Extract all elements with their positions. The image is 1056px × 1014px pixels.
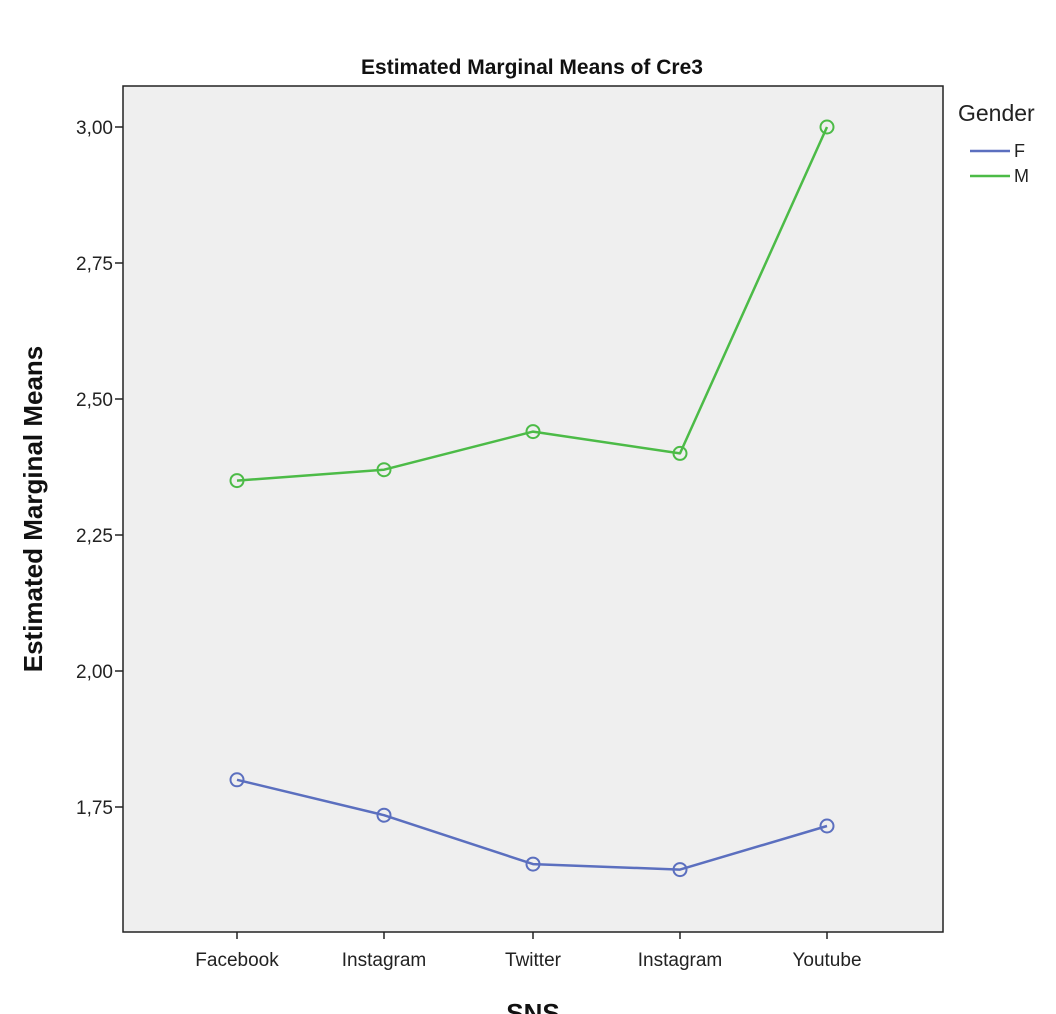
data-point [376, 807, 392, 823]
legend: Gender FM [958, 100, 1035, 186]
data-point [229, 772, 245, 788]
series-F [229, 772, 835, 878]
y-tick-label: 2,75 [76, 254, 113, 275]
y-tick-label: 2,50 [76, 390, 113, 411]
x-axis: Facebook Instagram Twitter Instagram Youtube [195, 932, 862, 971]
legend-label: F [1014, 141, 1025, 161]
y-tick-label: 2,25 [76, 526, 113, 547]
y-axis-title: Estimated Marginal Means [18, 346, 48, 673]
data-point [525, 424, 541, 440]
x-tick-label: Instagram [342, 950, 426, 971]
data-point [672, 445, 688, 461]
legend-title: Gender [958, 100, 1035, 126]
data-point [819, 119, 835, 135]
y-axis: 1,75 2,00 2,25 2,50 2,75 3,00 [76, 118, 123, 819]
series-M [229, 119, 835, 489]
series-line [236, 778, 828, 871]
x-tick-label: Twitter [505, 950, 562, 971]
data-point [819, 818, 835, 834]
x-tick-label: Youtube [792, 950, 861, 971]
x-axis-title: SNS [506, 998, 559, 1014]
data-point [376, 462, 392, 478]
data-point [229, 473, 245, 489]
data-point [525, 856, 541, 872]
data-point [672, 862, 688, 878]
x-tick-label: Facebook [195, 950, 279, 971]
series-line [236, 126, 829, 482]
legend-label: M [1014, 166, 1029, 186]
y-tick-label: 1,75 [76, 798, 113, 819]
series-layer [229, 119, 835, 878]
y-tick-label: 2,00 [76, 662, 113, 683]
x-tick-label: Instagram [638, 950, 722, 971]
chart-title: Estimated Marginal Means of Cre3 [361, 56, 703, 79]
y-tick-label: 3,00 [76, 118, 113, 139]
plot-area [122, 85, 944, 933]
